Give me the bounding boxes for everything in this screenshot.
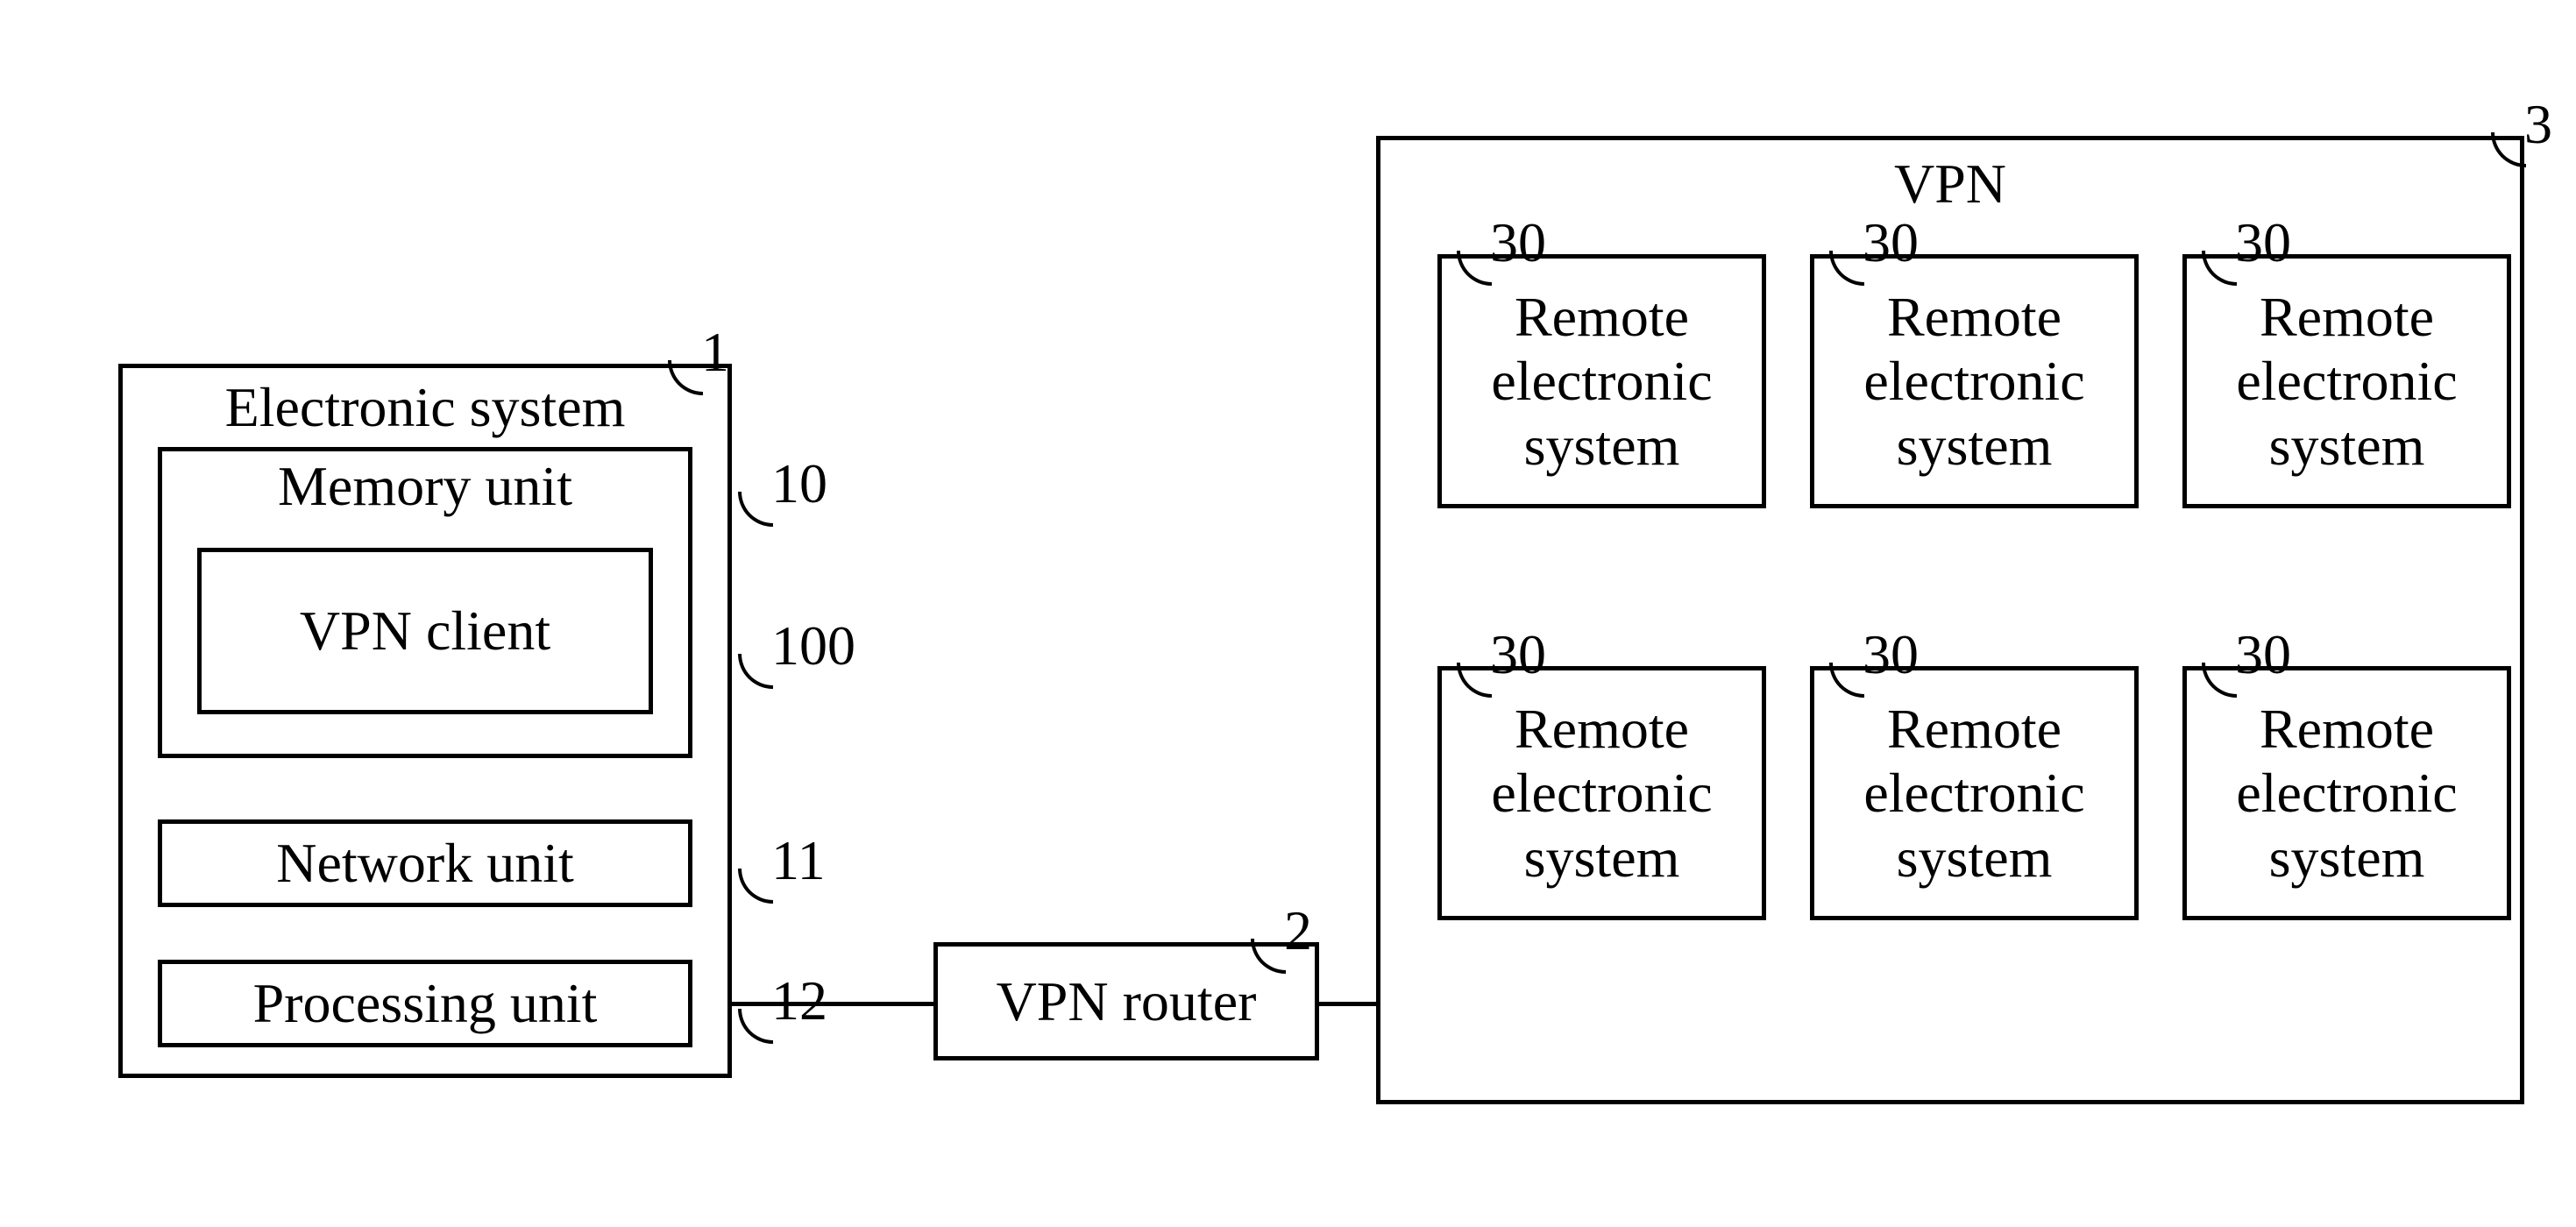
ref-network-unit: 11 bbox=[771, 828, 826, 893]
network-unit-box: Network unit bbox=[158, 819, 692, 907]
ref-network-unit-leader bbox=[738, 869, 773, 904]
ref-vpn: 3 bbox=[2524, 92, 2552, 157]
vpn-title: VPN bbox=[1376, 153, 2524, 215]
electronic-system-title: Electronic system bbox=[118, 377, 732, 438]
ref-processing-unit: 12 bbox=[771, 968, 827, 1033]
ref-vpn-client-leader bbox=[738, 654, 773, 689]
ref-remote-system: 30 bbox=[1863, 210, 1919, 275]
ref-vpn-client: 100 bbox=[771, 614, 855, 678]
processing-unit-box: Processing unit bbox=[158, 960, 692, 1047]
remote-electronic-system-box: Remote electronic system bbox=[2182, 666, 2511, 920]
remote-electronic-system-box: Remote electronic system bbox=[1810, 666, 2139, 920]
ref-memory-unit: 10 bbox=[771, 451, 827, 516]
ref-remote-system: 30 bbox=[2235, 210, 2291, 275]
remote-electronic-system-box: Remote electronic system bbox=[1437, 254, 1766, 508]
connector-line bbox=[1319, 1002, 1376, 1006]
remote-electronic-system-box: Remote electronic system bbox=[1810, 254, 2139, 508]
ref-remote-system: 30 bbox=[1863, 622, 1919, 687]
ref-remote-system: 30 bbox=[2235, 622, 2291, 687]
memory-unit-label: Memory unit bbox=[158, 456, 692, 517]
ref-vpn-router: 2 bbox=[1284, 898, 1312, 963]
ref-memory-unit-leader bbox=[738, 492, 773, 527]
diagram-canvas: Electronic system Memory unit VPN client Ne… bbox=[0, 0, 2576, 1227]
ref-electronic-system: 1 bbox=[701, 320, 729, 385]
ref-processing-unit-leader bbox=[738, 1009, 773, 1044]
remote-electronic-system-box: Remote electronic system bbox=[2182, 254, 2511, 508]
remote-electronic-system-box: Remote electronic system bbox=[1437, 666, 1766, 920]
vpn-client-box: VPN client bbox=[197, 548, 653, 714]
ref-remote-system: 30 bbox=[1490, 210, 1546, 275]
ref-remote-system: 30 bbox=[1490, 622, 1546, 687]
